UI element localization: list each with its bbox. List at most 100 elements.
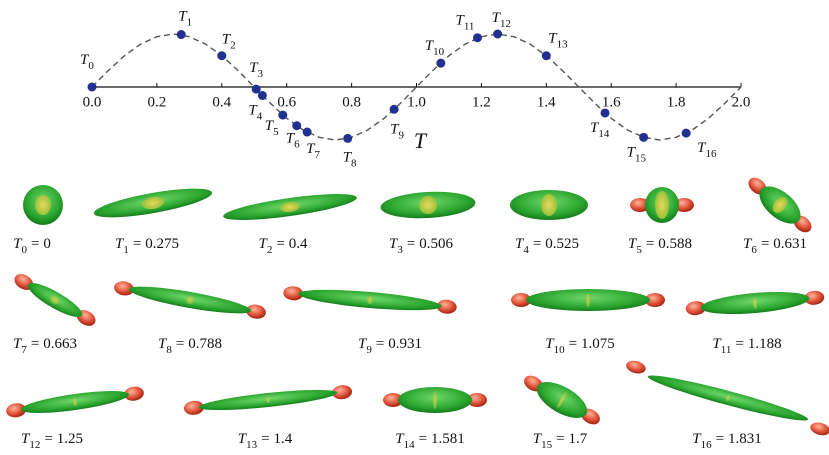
symbol: T bbox=[425, 39, 435, 55]
equals: = bbox=[44, 431, 52, 447]
subscript: 13 bbox=[246, 439, 258, 451]
caption: T12 = 1.25 bbox=[21, 431, 83, 450]
subscript: 2 bbox=[230, 39, 236, 51]
shape-core bbox=[50, 295, 60, 305]
point bbox=[541, 51, 551, 61]
symbol: T bbox=[286, 131, 296, 147]
point-label: T9 bbox=[390, 122, 404, 141]
shape bbox=[524, 375, 600, 425]
caption: T13 = 1.4 bbox=[238, 431, 293, 450]
subscript: 4 bbox=[257, 110, 263, 122]
point bbox=[389, 104, 399, 114]
point-label: T5 bbox=[265, 119, 279, 138]
point bbox=[292, 121, 302, 131]
symbol: T bbox=[627, 145, 637, 161]
subscript: 16 bbox=[706, 148, 718, 160]
shape-core bbox=[725, 395, 731, 401]
shape-core bbox=[280, 201, 300, 213]
caption: T1 = 0.275 bbox=[115, 236, 179, 255]
shape-cap bbox=[123, 386, 144, 401]
caption-value: 0.663 bbox=[43, 336, 77, 352]
caption-value: 1.831 bbox=[728, 431, 762, 447]
symbol: T bbox=[395, 431, 405, 447]
x-tick-label: 0.4 bbox=[212, 94, 231, 110]
caption: T6 = 0.631 bbox=[743, 236, 807, 255]
equals: = bbox=[31, 336, 39, 352]
point bbox=[639, 132, 649, 142]
symbol: T bbox=[13, 336, 23, 352]
subscript: 12 bbox=[500, 18, 511, 30]
subscript: 6 bbox=[294, 138, 300, 150]
subscript: 7 bbox=[21, 344, 27, 356]
equals: = bbox=[407, 236, 415, 252]
shape-cap bbox=[511, 293, 531, 307]
point bbox=[278, 110, 288, 120]
point-label: T3 bbox=[249, 61, 263, 80]
shape-core bbox=[655, 191, 669, 219]
caption-value: 1.581 bbox=[431, 431, 465, 447]
shape bbox=[748, 177, 812, 233]
subscript: 14 bbox=[598, 128, 610, 140]
subscript: 4 bbox=[523, 244, 529, 256]
caption-value: 0.631 bbox=[773, 236, 807, 252]
equals: = bbox=[716, 431, 724, 447]
caption-value: 1.25 bbox=[57, 431, 83, 447]
x-tick-label: 0.0 bbox=[83, 94, 102, 110]
symbol: T bbox=[628, 236, 638, 252]
symbol: T bbox=[456, 13, 466, 29]
caption: T16 = 1.831 bbox=[692, 431, 762, 450]
equals: = bbox=[31, 236, 39, 252]
caption: T9 = 0.931 bbox=[358, 336, 422, 355]
subscript: 0 bbox=[21, 244, 27, 256]
caption-value: 1.188 bbox=[748, 336, 782, 352]
symbol: T bbox=[13, 236, 23, 252]
caption-value: 1.075 bbox=[581, 336, 615, 352]
shape-core bbox=[433, 391, 437, 409]
point-label: T15 bbox=[627, 145, 647, 164]
caption: T3 = 0.506 bbox=[389, 236, 454, 255]
x-tick-label: 0.6 bbox=[277, 94, 296, 110]
subscript: 10 bbox=[554, 344, 566, 356]
shape-core bbox=[419, 196, 437, 214]
point-label: T4 bbox=[248, 103, 262, 122]
x-tick-label: 1.6 bbox=[602, 94, 621, 110]
subscript: 3 bbox=[258, 68, 264, 80]
subscript: 5 bbox=[273, 126, 279, 138]
shape-cap bbox=[626, 360, 646, 374]
shape-core bbox=[541, 194, 557, 216]
caption: T14 = 1.581 bbox=[395, 431, 465, 450]
caption-value: 0.588 bbox=[658, 236, 692, 252]
point-label: T0 bbox=[80, 52, 94, 71]
shape-cap bbox=[246, 304, 266, 319]
shape bbox=[626, 360, 829, 436]
point-label: T1 bbox=[178, 9, 192, 28]
caption-value: 1.4 bbox=[274, 431, 293, 447]
symbol: T bbox=[697, 141, 707, 157]
shape-core bbox=[265, 397, 271, 403]
caption: T4 = 0.525 bbox=[515, 236, 579, 255]
equals: = bbox=[419, 431, 427, 447]
equals: = bbox=[556, 431, 564, 447]
point-label: T8 bbox=[343, 150, 357, 169]
symbol: T bbox=[178, 9, 188, 25]
point-label: T7 bbox=[306, 141, 320, 160]
point-label: T11 bbox=[456, 13, 475, 32]
point bbox=[251, 84, 261, 94]
subscript: 15 bbox=[635, 152, 647, 164]
x-tick-label: 2.0 bbox=[732, 94, 751, 110]
symbol: T bbox=[515, 236, 525, 252]
caption-value: 0.931 bbox=[388, 336, 422, 352]
subscript: 1 bbox=[187, 16, 193, 28]
symbol: T bbox=[238, 431, 248, 447]
shape bbox=[510, 190, 588, 220]
caption: T15 = 1.7 bbox=[533, 431, 588, 450]
symbol: T bbox=[249, 61, 259, 77]
subscript: 7 bbox=[314, 149, 320, 161]
symbol: T bbox=[533, 431, 543, 447]
shape bbox=[6, 386, 144, 418]
point bbox=[257, 90, 267, 100]
point bbox=[343, 133, 353, 143]
symbol: T bbox=[265, 119, 275, 135]
shape-cap bbox=[810, 422, 829, 436]
point-label: T12 bbox=[492, 10, 511, 29]
